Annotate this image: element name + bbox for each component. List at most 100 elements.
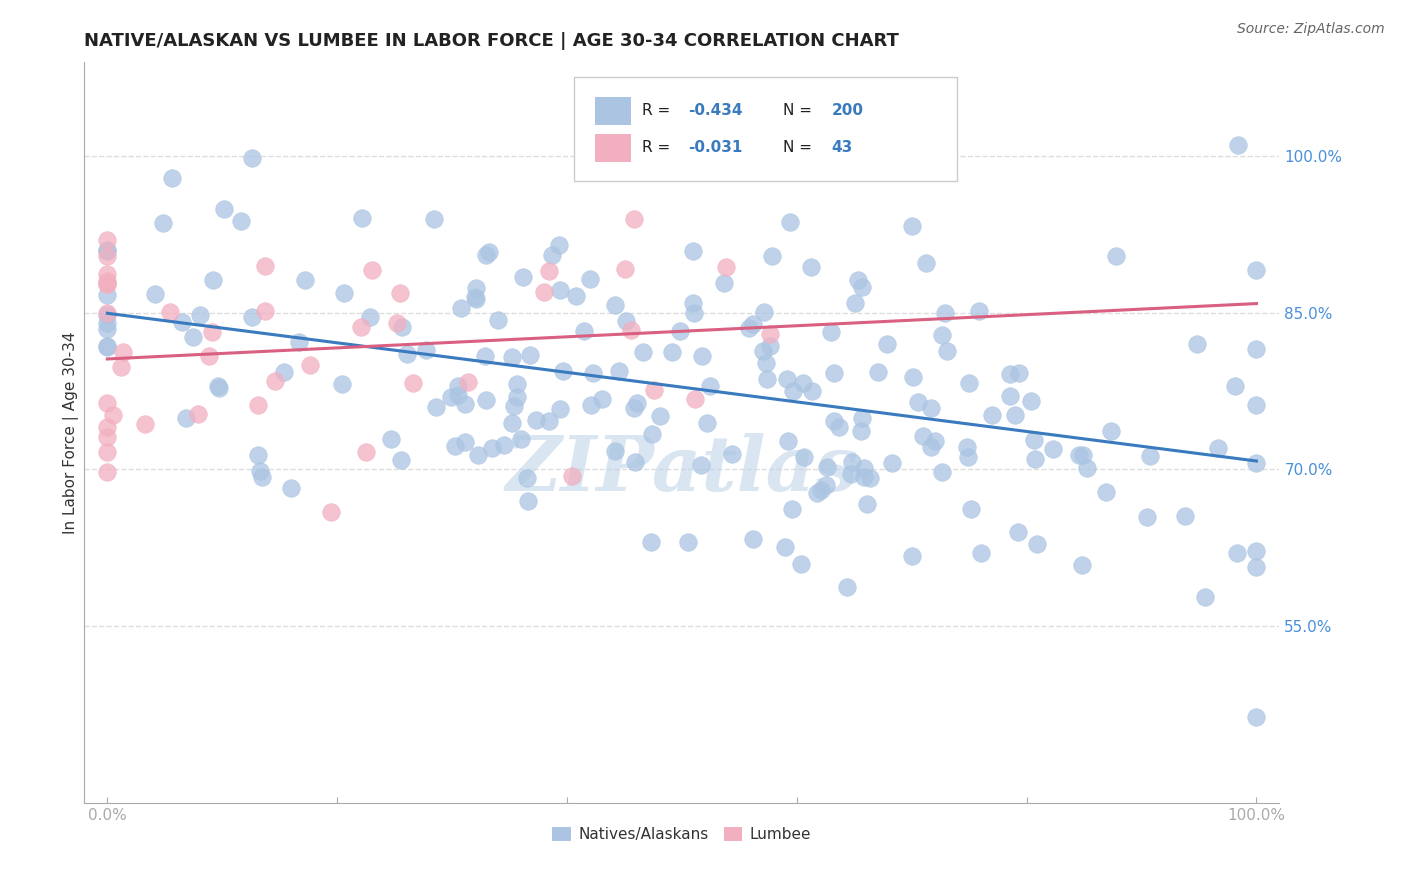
Text: R =: R = xyxy=(643,103,676,118)
Point xyxy=(820,325,842,339)
Text: N =: N = xyxy=(783,103,817,118)
Point xyxy=(96,243,118,257)
Point xyxy=(197,349,219,363)
Point xyxy=(96,244,118,258)
Point xyxy=(564,289,586,303)
Point xyxy=(998,388,1021,402)
Point xyxy=(690,349,713,363)
Point xyxy=(474,349,496,363)
Point xyxy=(240,310,263,324)
Point xyxy=(395,347,418,361)
Point xyxy=(1094,485,1116,500)
Point xyxy=(519,348,541,362)
Point xyxy=(868,365,890,379)
Point xyxy=(841,467,863,481)
Point xyxy=(793,450,815,464)
Point xyxy=(1136,510,1159,524)
Point xyxy=(380,432,402,446)
Point xyxy=(1071,448,1094,462)
Point xyxy=(957,450,980,464)
Point xyxy=(792,376,814,391)
Point xyxy=(1227,137,1250,152)
Point xyxy=(287,334,309,349)
Point xyxy=(815,460,838,475)
Point xyxy=(859,470,882,484)
Point xyxy=(1071,558,1094,573)
Point xyxy=(247,448,270,462)
Point xyxy=(844,296,866,310)
Point xyxy=(96,339,118,353)
Text: NATIVE/ALASKAN VS LUMBEE IN LABOR FORCE | AGE 30-34 CORRELATION CHART: NATIVE/ALASKAN VS LUMBEE IN LABOR FORCE … xyxy=(84,32,900,50)
Point xyxy=(96,274,118,288)
Point xyxy=(1246,343,1268,357)
Point xyxy=(776,372,799,386)
Point xyxy=(1042,442,1064,456)
Point xyxy=(623,401,645,415)
Text: R =: R = xyxy=(643,140,676,155)
Point xyxy=(643,383,665,397)
Point xyxy=(1067,448,1090,462)
Point xyxy=(501,417,523,431)
Point xyxy=(96,288,118,302)
Point xyxy=(901,370,924,384)
Point xyxy=(901,219,924,234)
Point xyxy=(920,401,942,416)
Point xyxy=(273,366,295,380)
Point xyxy=(741,317,763,331)
Point xyxy=(911,428,934,442)
Point xyxy=(249,465,271,479)
Point xyxy=(633,345,655,359)
Point xyxy=(187,407,209,421)
Point xyxy=(1021,394,1043,409)
Point xyxy=(298,358,321,372)
Point xyxy=(264,375,287,389)
Point xyxy=(800,384,823,398)
Point xyxy=(1223,379,1246,393)
Point xyxy=(901,549,924,563)
Point xyxy=(779,215,801,229)
Point xyxy=(510,432,533,446)
FancyBboxPatch shape xyxy=(595,135,630,162)
Point xyxy=(876,337,898,351)
Legend: Natives/Alaskans, Lumbee: Natives/Alaskans, Lumbee xyxy=(547,822,817,848)
Point xyxy=(533,285,555,300)
Point xyxy=(650,409,672,424)
Point xyxy=(561,468,583,483)
Point xyxy=(823,414,845,428)
Point xyxy=(481,441,503,455)
Point xyxy=(759,339,782,353)
Text: Source: ZipAtlas.com: Source: ZipAtlas.com xyxy=(1237,22,1385,37)
Point xyxy=(474,393,496,408)
Point xyxy=(682,244,704,259)
Point xyxy=(689,458,711,473)
Point xyxy=(389,453,412,467)
Point xyxy=(669,324,692,338)
Point xyxy=(464,290,486,304)
Point xyxy=(553,363,575,377)
Point xyxy=(661,344,683,359)
Point xyxy=(447,387,470,401)
Point xyxy=(516,471,538,485)
Point xyxy=(827,420,849,434)
Point xyxy=(457,376,479,390)
Point xyxy=(582,366,605,380)
Point xyxy=(741,533,763,547)
Point xyxy=(614,261,637,276)
Point xyxy=(782,384,804,399)
FancyBboxPatch shape xyxy=(575,78,957,181)
Point xyxy=(853,461,876,475)
Point xyxy=(640,534,662,549)
Point xyxy=(152,217,174,231)
Point xyxy=(96,445,118,459)
Point xyxy=(882,457,904,471)
Point xyxy=(162,170,184,185)
Point xyxy=(190,308,212,322)
Point xyxy=(980,409,1002,423)
Point xyxy=(591,392,613,407)
Point xyxy=(800,260,823,274)
Point xyxy=(1194,590,1216,604)
Point xyxy=(350,320,373,334)
Point xyxy=(1187,336,1209,351)
Point xyxy=(96,340,118,354)
Point xyxy=(960,502,983,516)
